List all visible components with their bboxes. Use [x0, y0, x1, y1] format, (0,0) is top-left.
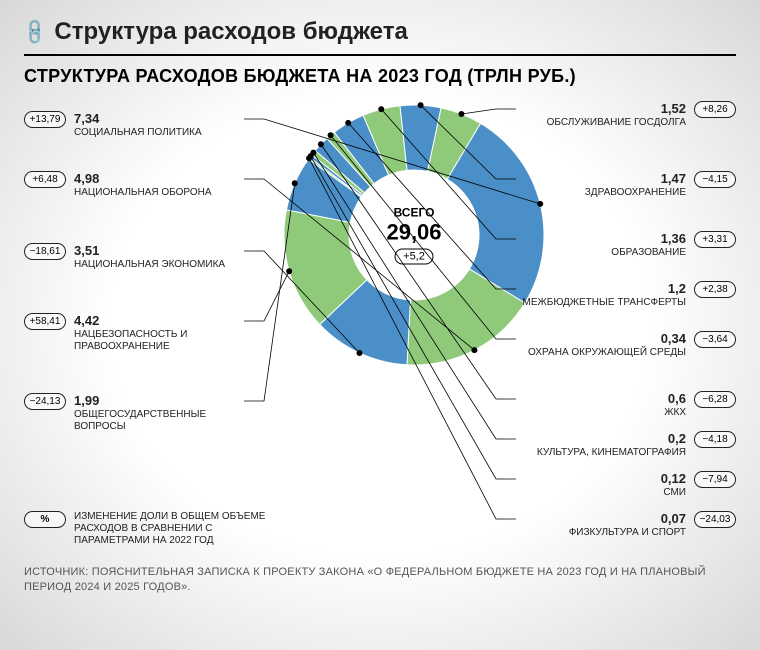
delta-pill: −6,28 [694, 391, 736, 408]
label-text: 0,12СМИ [661, 471, 686, 499]
label-item: −24,13 1,99ОБЩЕГОСУДАРСТВЕННЫЕ ВОПРОСЫ [24, 393, 244, 433]
chart-area: ВСЕГО 29,06 +5,2 +13,79 7,34СОЦИАЛЬНАЯ ПО… [24, 95, 736, 565]
legend-text: ИЗМЕНЕНИЕ ДОЛИ В ОБЩЕМ ОБЪЕМЕ РАСХОДОВ В… [74, 511, 284, 547]
page-title: 🔗 Структура расходов бюджета [24, 18, 736, 46]
delta-pill: +2,38 [694, 281, 736, 298]
page-title-text: Структура расходов бюджета [54, 18, 407, 46]
label-value: 1,52 [547, 101, 686, 117]
label-value: 4,42 [74, 313, 244, 329]
delta-pill: −18,61 [24, 243, 66, 260]
label-text: 1,2МЕЖБЮДЖЕТНЫЕ ТРАНСФЕРТЫ [523, 281, 686, 309]
label-value: 1,99 [74, 393, 244, 409]
label-text: 4,42НАЦБЕЗОПАСНОСТЬ И ПРАВООХРАНЕНИЕ [74, 313, 244, 353]
label-value: 0,6 [664, 391, 686, 407]
label-value: 7,34 [74, 111, 202, 127]
label-item: −18,61 3,51НАЦИОНАЛЬНАЯ ЭКОНОМИКА [24, 243, 244, 271]
delta-pill: −24,13 [24, 393, 66, 410]
delta-pill: +58,41 [24, 313, 66, 330]
label-item: −24,03 0,07ФИЗКУЛЬТУРА И СПОРТ [516, 511, 736, 539]
donut-chart: ВСЕГО 29,06 +5,2 [274, 95, 554, 375]
total-delta: +5,2 [394, 249, 434, 265]
label-item: −4,15 1,47ЗДРАВООХРАНЕНИЕ [516, 171, 736, 199]
legend-symbol: % [24, 511, 66, 528]
total-value: 29,06 [386, 220, 441, 246]
label-item: +8,26 1,52ОБСЛУЖИВАНИЕ ГОСДОЛГА [516, 101, 736, 129]
label-text: 1,47ЗДРАВООХРАНЕНИЕ [585, 171, 686, 199]
label-item: +13,79 7,34СОЦИАЛЬНАЯ ПОЛИТИКА [24, 111, 244, 139]
label-item: −4,18 0,2КУЛЬТУРА, КИНЕМАТОГРАФИЯ [516, 431, 736, 459]
label-item: +3,31 1,36ОБРАЗОВАНИЕ [516, 231, 736, 259]
delta-pill: +8,26 [694, 101, 736, 118]
delta-pill: −7,94 [694, 471, 736, 488]
donut-center: ВСЕГО 29,06 +5,2 [386, 206, 441, 265]
label-item: +58,41 4,42НАЦБЕЗОПАСНОСТЬ И ПРАВООХРАНЕН… [24, 313, 244, 353]
delta-pill: +13,79 [24, 111, 66, 128]
label-text: 0,34ОХРАНА ОКРУЖАЮЩЕЙ СРЕДЫ [528, 331, 686, 359]
delta-pill: −24,03 [694, 511, 736, 528]
label-item: +2,38 1,2МЕЖБЮДЖЕТНЫЕ ТРАНСФЕРТЫ [516, 281, 736, 309]
label-value: 1,47 [585, 171, 686, 187]
legend-note: % ИЗМЕНЕНИЕ ДОЛИ В ОБЩЕМ ОБЪЕМЕ РАСХОДОВ… [24, 511, 284, 547]
label-value: 1,36 [611, 231, 686, 247]
label-value: 0,2 [537, 431, 686, 447]
label-value: 3,51 [74, 243, 225, 259]
label-text: 1,99ОБЩЕГОСУДАРСТВЕННЫЕ ВОПРОСЫ [74, 393, 244, 433]
delta-pill: −3,64 [694, 331, 736, 348]
chart-subtitle: СТРУКТУРА РАСХОДОВ БЮДЖЕТА НА 2023 ГОД (… [24, 66, 736, 87]
total-label: ВСЕГО [386, 206, 441, 220]
label-value: 0,12 [661, 471, 686, 487]
label-text: 7,34СОЦИАЛЬНАЯ ПОЛИТИКА [74, 111, 202, 139]
label-text: 0,07ФИЗКУЛЬТУРА И СПОРТ [569, 511, 686, 539]
delta-pill: −4,18 [694, 431, 736, 448]
source-note: ИСТОЧНИК: ПОЯСНИТЕЛЬНАЯ ЗАПИСКА К ПРОЕКТ… [24, 565, 736, 596]
link-icon: 🔗 [20, 17, 51, 48]
label-text: 3,51НАЦИОНАЛЬНАЯ ЭКОНОМИКА [74, 243, 225, 271]
label-item: −3,64 0,34ОХРАНА ОКРУЖАЮЩЕЙ СРЕДЫ [516, 331, 736, 359]
label-text: 1,36ОБРАЗОВАНИЕ [611, 231, 686, 259]
delta-pill: +3,31 [694, 231, 736, 248]
delta-pill: −4,15 [694, 171, 736, 188]
label-value: 1,2 [523, 281, 686, 297]
divider [24, 54, 736, 56]
label-text: 1,52ОБСЛУЖИВАНИЕ ГОСДОЛГА [547, 101, 686, 129]
label-text: 0,2КУЛЬТУРА, КИНЕМАТОГРАФИЯ [537, 431, 686, 459]
label-value: 0,07 [569, 511, 686, 527]
label-item: −7,94 0,12СМИ [516, 471, 736, 499]
label-text: 0,6ЖКХ [664, 391, 686, 419]
delta-pill: +6,48 [24, 171, 66, 188]
label-value: 4,98 [74, 171, 212, 187]
label-text: 4,98НАЦИОНАЛЬНАЯ ОБОРОНА [74, 171, 212, 199]
label-item: −6,28 0,6ЖКХ [516, 391, 736, 419]
label-item: +6,48 4,98НАЦИОНАЛЬНАЯ ОБОРОНА [24, 171, 244, 199]
label-value: 0,34 [528, 331, 686, 347]
